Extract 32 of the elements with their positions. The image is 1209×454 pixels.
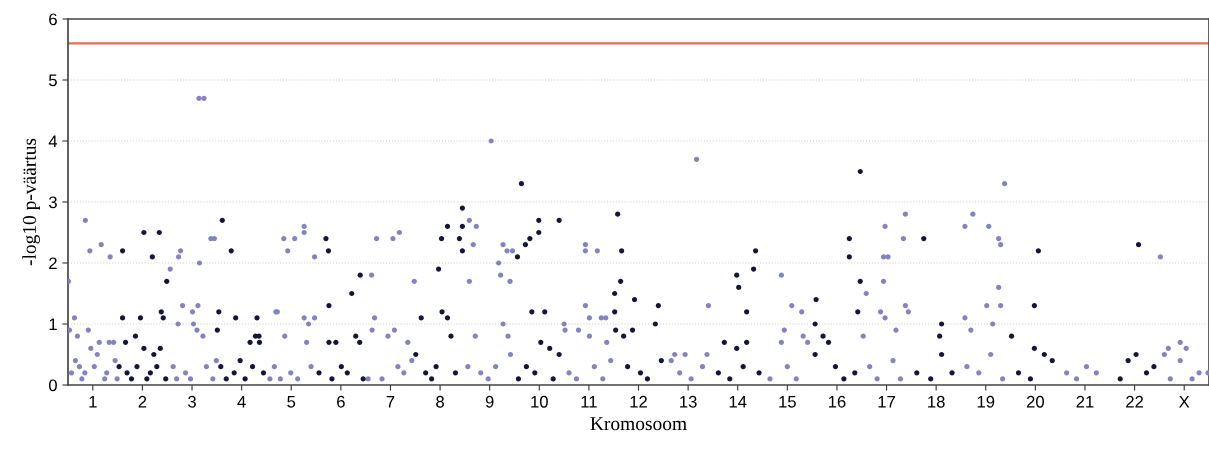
x-tick-label: 15 <box>779 396 796 408</box>
x-tick-label: 13 <box>680 395 697 408</box>
x-tick-label: 8 <box>436 395 444 408</box>
x-tick-label: 5 <box>287 396 296 408</box>
x-tick-label: 22 <box>1126 395 1144 408</box>
y-tick-label: 5 <box>48 74 57 87</box>
x-tick-label: 21 <box>1076 395 1094 408</box>
x-tick-label: 17 <box>878 396 895 408</box>
x-tick-label: 16 <box>828 395 846 408</box>
y-tick-label: 4 <box>48 135 58 148</box>
x-tick-label: 4 <box>237 396 246 408</box>
x-tick-label: X <box>1179 396 1190 408</box>
x-tick-label: 1 <box>89 396 97 408</box>
x-tick-label: 12 <box>630 395 647 408</box>
x-tick-label: 2 <box>138 395 147 408</box>
x-tick-label: 6 <box>337 395 345 408</box>
x-tick-label: 19 <box>977 395 995 408</box>
x-tick-label: 3 <box>188 395 196 408</box>
y-tick-label: 1 <box>49 318 57 331</box>
x-tick-label: 7 <box>386 396 395 408</box>
y-tick-label: 6 <box>49 13 57 26</box>
x-tick-label: 10 <box>531 395 548 408</box>
y-tick-label: 2 <box>49 257 57 270</box>
x-tick-label: 20 <box>1026 395 1044 408</box>
y-axis-title: -log10 p-väärtus <box>22 138 40 266</box>
x-tick-label: 11 <box>581 396 597 408</box>
y-tick-label: 0 <box>48 379 57 392</box>
x-tick-label: 14 <box>729 396 747 408</box>
y-tick-label: 3 <box>48 196 57 209</box>
x-tick-label: 9 <box>485 395 494 408</box>
x-axis-title: Kromosoom <box>590 417 687 431</box>
x-tick-label: 18 <box>928 395 945 408</box>
